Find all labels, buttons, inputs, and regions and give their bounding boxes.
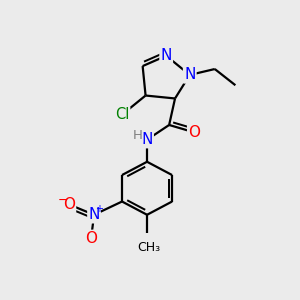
Text: +: + (95, 204, 103, 214)
Text: N: N (141, 132, 153, 147)
Text: N: N (88, 207, 100, 222)
Text: O: O (63, 197, 75, 212)
Text: H: H (133, 129, 142, 142)
Text: O: O (85, 231, 97, 246)
Text: Cl: Cl (115, 107, 129, 122)
Text: −: − (58, 194, 68, 207)
Text: N: N (160, 48, 172, 63)
Text: O: O (188, 125, 200, 140)
Text: CH₃: CH₃ (137, 241, 160, 254)
Text: N: N (184, 68, 195, 82)
